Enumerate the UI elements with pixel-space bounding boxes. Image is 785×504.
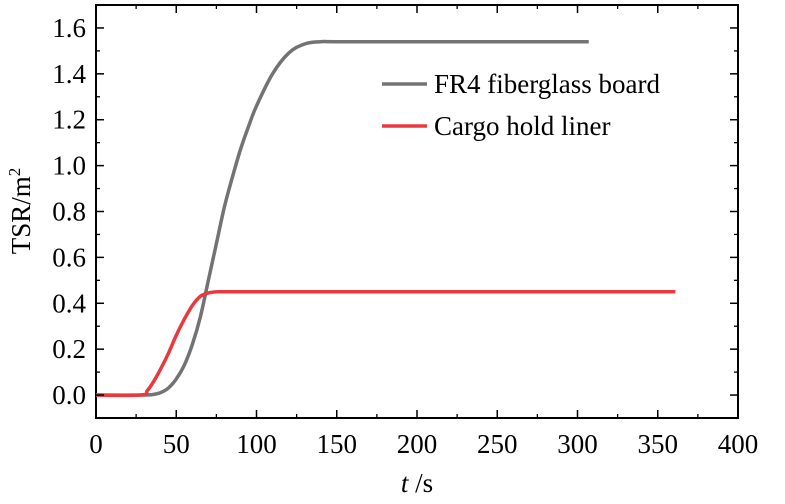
x-tick-label: 300	[557, 429, 598, 459]
series-layer	[95, 39, 676, 398]
x-axis-title-unit: /s	[408, 468, 433, 498]
y-axis-title-text: TSR/m	[6, 176, 36, 254]
y-tick-label: 1.6	[52, 13, 86, 43]
minor-ticks	[96, 4, 738, 419]
y-axis-title-superscript: 2	[5, 168, 24, 177]
x-tick-label: 250	[477, 429, 518, 459]
y-tick-label: 0.0	[52, 380, 86, 410]
y-tick-label: 1.0	[52, 151, 86, 181]
y-tick-label: 0.6	[52, 242, 86, 272]
legend-label: FR4 fiberglass board	[434, 69, 660, 99]
y-tick-label: 0.8	[52, 197, 86, 227]
x-axis-title-variable: t	[401, 468, 410, 498]
y-tick-label: 0.4	[52, 288, 86, 318]
x-tick-label: 50	[163, 429, 190, 459]
x-tick-label: 200	[397, 429, 438, 459]
x-tick-label: 350	[638, 429, 679, 459]
plot-frame	[95, 4, 739, 419]
series-line-fr4-fiberglass-board	[95, 39, 589, 397]
y-axis-ticks: 0.0 0.2 0.4 0.6 0.8 1.0 1.2 1.4 1.6	[52, 13, 738, 410]
series-line-cargo-hold-liner	[95, 289, 676, 398]
y-tick-label: 1.4	[52, 59, 86, 89]
x-tick-label: 100	[236, 429, 277, 459]
legend: FR4 fiberglass board Cargo hold liner	[382, 69, 660, 141]
x-tick-label: 150	[317, 429, 358, 459]
x-axis-ticks: 0 50 100 150 200 250 300 350 400	[89, 5, 758, 459]
x-axis-title: t /s	[401, 468, 433, 498]
legend-label: Cargo hold liner	[434, 111, 610, 141]
x-tick-label: 400	[718, 429, 759, 459]
y-tick-label: 1.2	[52, 105, 86, 135]
x-tick-label: 0	[89, 429, 103, 459]
y-axis-title: TSR/m2	[5, 168, 36, 255]
y-tick-label: 0.2	[52, 334, 86, 364]
